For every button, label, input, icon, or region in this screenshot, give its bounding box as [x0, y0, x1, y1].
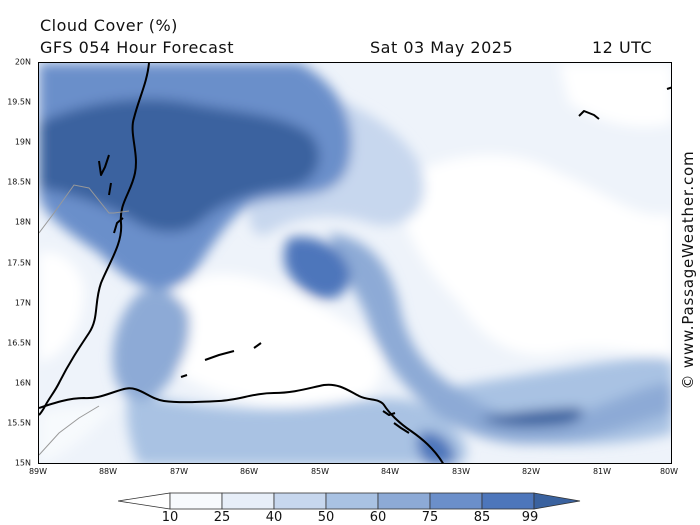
lon-label: 85W — [310, 467, 330, 476]
lon-label: 89W — [28, 467, 48, 476]
lon-label: 80W — [659, 467, 679, 476]
colorbar-label: 99 — [521, 510, 539, 525]
lat-label: 19N — [14, 137, 31, 147]
coast-detail — [393, 422, 410, 434]
jamaica-tip — [666, 86, 671, 90]
lat-label: 15N — [14, 458, 31, 468]
bay-islands — [204, 350, 235, 361]
colorbar-segment — [429, 492, 483, 510]
bay-islands — [180, 374, 188, 378]
lon-label: 84W — [380, 467, 400, 476]
lon-label: 86W — [239, 467, 259, 476]
colorbar-label: 75 — [421, 510, 439, 525]
coast-detail — [108, 182, 112, 196]
colorbar-segment — [377, 492, 431, 510]
colorbar-label: 60 — [369, 510, 387, 525]
yucatan-coast — [39, 63, 150, 416]
lat-label: 18N — [14, 217, 31, 227]
honduras-coast — [39, 383, 444, 463]
map-canvas — [39, 63, 671, 463]
cloud-cover-colorbar — [118, 492, 581, 510]
lat-label: 17.5N — [7, 258, 31, 268]
forecast-date: Sat 03 May 2025 — [370, 38, 514, 57]
coastline-paths — [39, 63, 671, 463]
lat-label: 15.5N — [7, 418, 31, 428]
lon-label: 82W — [521, 467, 541, 476]
colorbar-segment — [481, 492, 535, 510]
colorbar-segment — [169, 492, 223, 510]
cloud-cover-shading — [39, 63, 671, 463]
colorbar-label: 50 — [317, 510, 335, 525]
lon-label: 88W — [98, 467, 118, 476]
border-paths — [39, 184, 130, 456]
colorbar-segment — [325, 492, 379, 510]
cayman-islands — [578, 110, 600, 120]
colorbar-segment — [273, 492, 327, 510]
forecast-subtitle: GFS 054 Hour Forecast — [40, 38, 235, 57]
site-watermark: © www.PassageWeather.com — [679, 150, 697, 390]
cloud-cover-map — [38, 62, 672, 464]
lat-label: 18.5N — [7, 177, 31, 187]
colorbar-high-arrow — [533, 492, 581, 510]
lon-label: 83W — [451, 467, 471, 476]
colorbar-label: 10 — [161, 510, 179, 525]
coast-detail — [113, 217, 124, 234]
lat-label: 19.5N — [7, 97, 31, 107]
coast-detail — [98, 154, 110, 176]
bay-islands — [253, 342, 262, 349]
lat-label: 16N — [14, 378, 31, 388]
map-title: Cloud Cover (%) — [40, 16, 178, 35]
guatemala-honduras-border — [39, 405, 100, 456]
colorbar-label: 25 — [213, 510, 231, 525]
lon-label: 81W — [592, 467, 612, 476]
forecast-time: 12 UTC — [592, 38, 653, 57]
lat-label: 20N — [14, 57, 31, 67]
mexico-belize-border — [39, 184, 130, 234]
lat-label: 17N — [14, 298, 31, 308]
coast-detail — [382, 410, 396, 416]
lat-label: 16.5N — [7, 338, 31, 348]
colorbar-low-arrow — [118, 492, 171, 510]
lon-label: 87W — [169, 467, 189, 476]
colorbar-label: 40 — [265, 510, 283, 525]
colorbar-segment — [221, 492, 275, 510]
colorbar-label: 85 — [473, 510, 491, 525]
